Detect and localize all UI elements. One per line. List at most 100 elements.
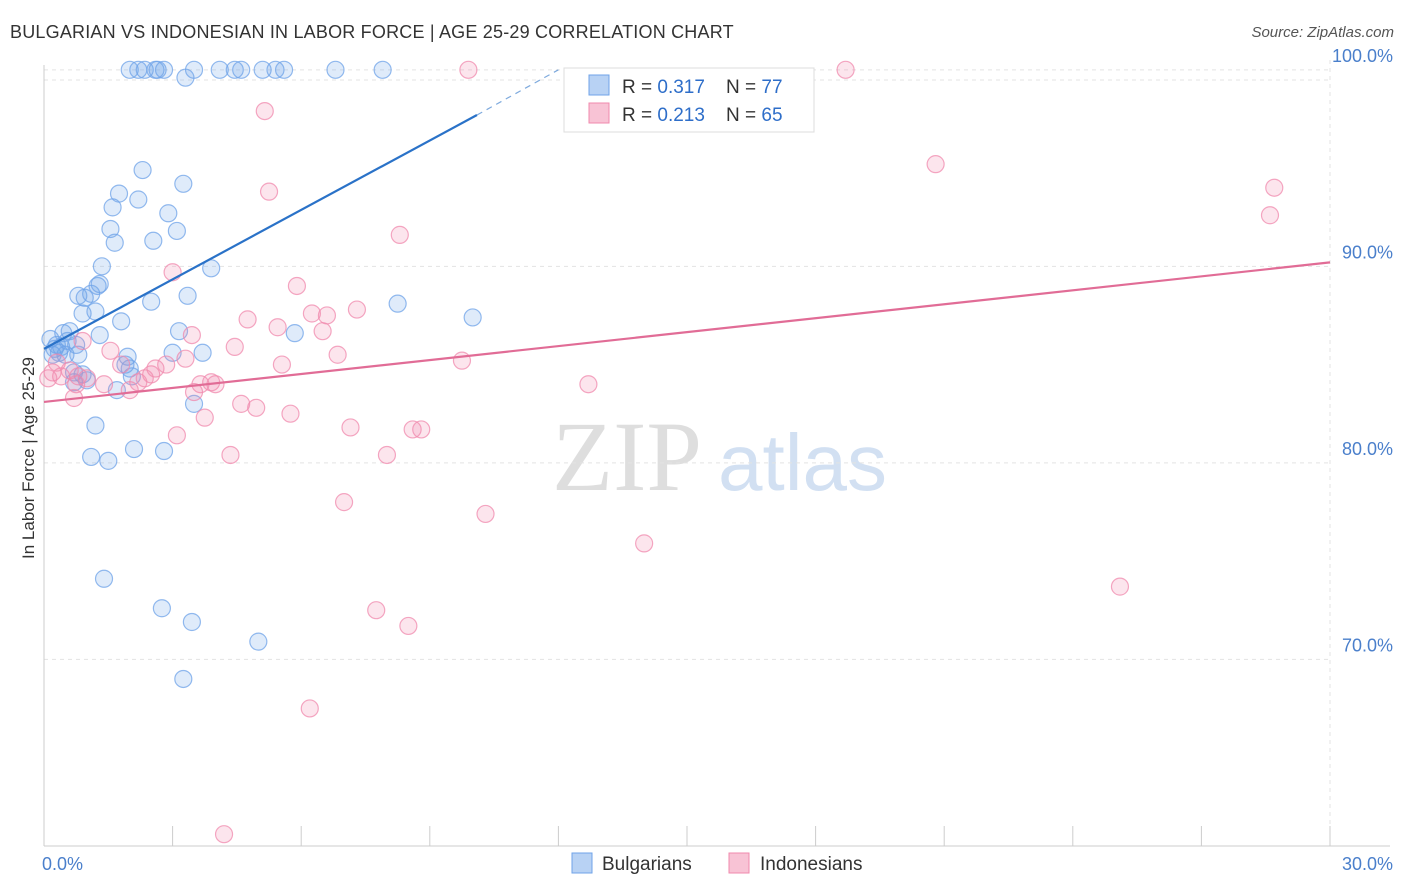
bulgarians-point-22: [86, 416, 105, 435]
bulgarians-point-26: [92, 257, 111, 276]
legend-r-label-indonesians: R =: [622, 105, 657, 126]
watermark-atlas: atlas: [718, 418, 887, 507]
indonesians-point-56: [579, 375, 598, 394]
bulgarians-point-24: [90, 274, 109, 294]
indonesians-point-7: [73, 331, 92, 351]
bulgarians-point-52: [159, 204, 178, 223]
indonesians-point-64: [39, 369, 58, 388]
indonesians-point-41: [313, 322, 332, 341]
indonesians-point-52: [412, 420, 431, 439]
legend-r-label-bulgarians: R =: [622, 77, 657, 98]
indonesians-point-29: [225, 337, 244, 356]
indonesians-point-43: [328, 345, 347, 364]
bottom-swatch-indonesians: [728, 852, 750, 874]
indonesians-point-57: [635, 534, 654, 553]
legend-r-indonesians: 0.213: [657, 105, 705, 126]
bulgarians-point-28: [99, 451, 118, 470]
y-tick-label-2: 90.0%: [1342, 242, 1393, 262]
bulgarians-point-57: [174, 174, 193, 193]
indonesians-point-10: [101, 341, 120, 360]
svg-text:R = 0.213: R = 0.213: [622, 105, 705, 126]
indonesians-point-50: [399, 616, 418, 636]
x-tick-labels: 0.0% 30.0%: [42, 854, 1393, 874]
bulgarians-point-19: [82, 447, 101, 467]
bulgarians-point-69: [253, 60, 272, 79]
bulgarians-point-65: [210, 60, 229, 79]
indonesians-point-39: [300, 699, 319, 718]
bulgarians-point-76: [463, 308, 482, 327]
indonesians-point-33: [255, 101, 274, 121]
indonesians-point-60: [926, 155, 945, 174]
bulgarians-point-42: [129, 190, 148, 209]
indonesians-point-34: [259, 182, 279, 201]
svg-text:N = 77: N = 77: [726, 77, 783, 98]
chart-title: BULGARIAN VS INDONESIAN IN LABOR FORCE |…: [10, 22, 734, 42]
bulgarians-point-40: [124, 439, 144, 459]
bulgarians-point-66: [225, 60, 244, 79]
legend-r-bulgarians: 0.317: [657, 77, 705, 98]
indonesians-point-30: [232, 394, 251, 413]
legend-n-bulgarians: 77: [761, 77, 782, 98]
legend-n-label-indonesians: N =: [726, 105, 761, 126]
bulgarians-point-63: [193, 343, 212, 362]
indonesians-point-46: [347, 300, 367, 319]
indonesians-point-17: [157, 355, 176, 374]
indonesians-point-63: [1265, 178, 1284, 197]
indonesians-point-62: [1260, 206, 1280, 225]
y-axis-label: In Labor Force | Age 25-29: [19, 357, 38, 559]
bulgarians-point-51: [154, 441, 174, 461]
bulgarians-point-68: [249, 632, 268, 651]
indonesians-point-35: [268, 318, 287, 337]
indonesians-point-61: [1110, 577, 1130, 596]
indonesians-point-11: [112, 355, 131, 374]
indonesians-point-27: [214, 825, 234, 844]
bulgarians-point-54: [167, 221, 186, 241]
indonesians-point-9: [94, 375, 114, 394]
bulgarians-trend-line: [43, 114, 478, 350]
indonesians-point-55: [476, 504, 495, 524]
indonesians-point-19: [167, 426, 186, 445]
indonesians-point-16: [146, 359, 165, 378]
bottom-legend-bulgarians: Bulgarians: [602, 854, 692, 875]
bulgarians-point-59: [178, 286, 197, 305]
bulgarians-point-73: [326, 60, 345, 79]
bulgarians-trend-extension: [476, 69, 559, 116]
indonesians-point-44: [334, 493, 354, 512]
bulgarians-point-29: [101, 219, 120, 239]
axes: [43, 65, 1390, 847]
bulgarians-point-48: [148, 60, 167, 79]
indonesians-point-36: [272, 355, 292, 374]
bulgarians-point-45: [142, 292, 161, 311]
trend-lines: [43, 69, 1331, 404]
bulgarians-point-72: [285, 324, 304, 343]
legend-n-indonesians: 65: [761, 105, 782, 126]
bulgarians-point-67: [232, 60, 251, 79]
legend-swatch-indonesians: [588, 102, 610, 124]
bulgarians-point-61: [184, 60, 204, 79]
series-legend: Bulgarians Indonesians: [571, 852, 862, 875]
indonesians-point-32: [247, 398, 266, 417]
bottom-legend-indonesians: Indonesians: [760, 854, 862, 875]
indonesians-point-49: [390, 225, 409, 244]
bulgarians-point-46: [144, 231, 163, 250]
indonesians-point-31: [238, 310, 257, 329]
indonesians-point-20: [176, 349, 195, 368]
bulgarians-point-25: [90, 326, 109, 345]
indonesians-point-53: [452, 351, 472, 370]
y-tick-label-1: 80.0%: [1342, 439, 1393, 459]
indonesians-point-24: [195, 408, 214, 427]
legend-n-label-bulgarians: N =: [726, 77, 761, 98]
y-tick-labels: 70.0% 80.0% 90.0% 100.0%: [1332, 46, 1393, 656]
bulgarians-point-34: [112, 312, 131, 331]
watermark-zip: ZIP: [552, 401, 702, 512]
source-label: Source: ZipAtlas.com: [1251, 24, 1394, 41]
indonesians-point-59: [836, 60, 855, 79]
bulgarians-point-14: [69, 345, 88, 364]
bulgarians-point-60: [182, 612, 201, 632]
bulgarians-point-75: [388, 294, 407, 313]
indonesians-point-54: [459, 60, 478, 79]
bottom-swatch-bulgarians: [571, 852, 593, 874]
indonesians-point-28: [221, 445, 240, 465]
x-tick-label-0: 0.0%: [42, 854, 83, 874]
bulgarians-point-74: [373, 60, 392, 79]
